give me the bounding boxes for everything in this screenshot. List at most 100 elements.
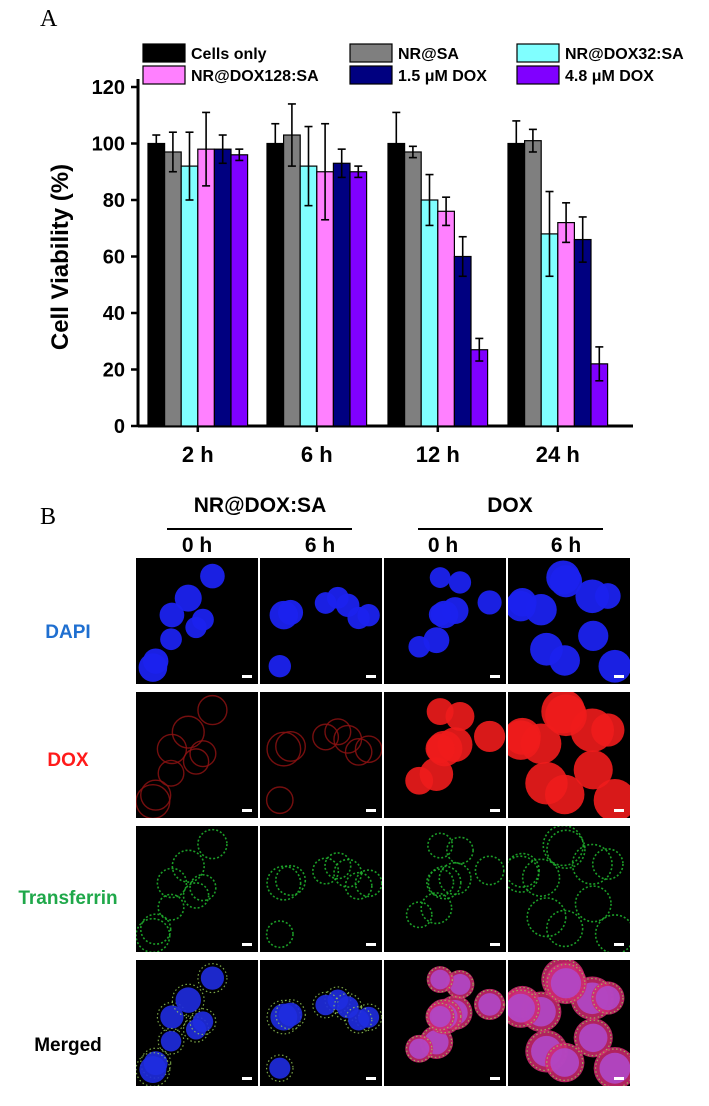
cell-mark: [157, 893, 185, 921]
x-tick-label: 6 h: [301, 442, 333, 467]
cell-mark: [427, 865, 462, 900]
x-tick-label: 2 h: [182, 442, 214, 467]
bar: [266, 142, 285, 427]
cell-mark: [438, 861, 472, 896]
cell-viability-bar-chart: 0 20 40 60 80 100 120 Cell Viability (%) 2 h 6 h 1…: [47, 43, 684, 467]
cell-mark: [594, 583, 621, 609]
cell-mark: [508, 989, 540, 1027]
cell-mark: [508, 852, 540, 888]
y-tick-label: 0: [114, 416, 125, 438]
cell-mark: [275, 730, 306, 762]
scale-bar: [614, 675, 624, 678]
cell-mark: [521, 858, 561, 897]
bar: [332, 162, 351, 427]
micrograph-image: [508, 826, 630, 952]
y-tick-label: 80: [103, 190, 125, 212]
bar: [349, 171, 368, 427]
cell-mark: [312, 723, 340, 751]
scale-bar: [490, 1077, 500, 1080]
cell-mark: [278, 1002, 303, 1027]
micrograph-transferrin: [260, 826, 382, 952]
micrograph-dapi: [508, 558, 630, 684]
micrograph-image: [136, 963, 228, 1086]
cell-mark: [265, 786, 294, 815]
cell-mark: [156, 1001, 188, 1033]
scale-bar: [366, 943, 376, 946]
cell-mark: [593, 779, 630, 818]
scale-bar: [490, 675, 500, 678]
cell-mark: [546, 829, 586, 870]
cell-mark: [574, 885, 612, 923]
cell-mark: [429, 567, 451, 588]
micrograph-dapi: [260, 558, 382, 684]
cell-mark: [550, 968, 582, 999]
cell-mark: [139, 913, 172, 945]
cell-mark: [522, 992, 561, 1031]
cell-mark: [544, 774, 585, 815]
cell-mark: [508, 855, 540, 893]
cell-mark: [160, 1005, 184, 1029]
micrograph-image: [268, 586, 380, 678]
group-underline-dox: [418, 528, 603, 530]
cell-mark: [427, 999, 462, 1034]
micrograph-merged: [384, 960, 506, 1086]
cell-mark: [324, 718, 352, 746]
micrograph-dox: [136, 692, 258, 818]
cell-mark: [409, 1038, 430, 1059]
cell-mark: [191, 608, 214, 631]
micrograph-dox: [260, 692, 382, 818]
bar: [523, 140, 542, 427]
cell-mark: [426, 698, 454, 726]
cell-mark: [478, 993, 501, 1016]
cell-mark: [420, 892, 453, 925]
y-axis-title: Cell Viability (%): [47, 164, 74, 350]
cell-mark: [269, 1057, 291, 1079]
y-tick-label: 120: [92, 77, 125, 99]
bar: [557, 222, 575, 427]
bar: [404, 151, 422, 427]
cell-mark: [140, 779, 172, 811]
cell-mark: [344, 738, 373, 766]
cell-mark: [347, 606, 370, 630]
cell-mark: [197, 694, 228, 726]
micrograph-image: [508, 960, 630, 1086]
cell-mark: [428, 603, 452, 626]
scale-bar: [242, 1077, 252, 1080]
cell-mark: [354, 869, 382, 898]
micrograph-image: [405, 966, 506, 1063]
timepoint-label: 0 h: [427, 534, 459, 557]
cell-mark: [408, 636, 430, 658]
cell-mark: [189, 1008, 217, 1036]
scale-bar: [614, 1077, 624, 1080]
cell-mark: [425, 733, 455, 764]
cell-mark: [182, 748, 210, 775]
cell-mark: [344, 1006, 373, 1034]
panel-a-letter: A: [40, 6, 58, 32]
cell-mark: [430, 969, 450, 990]
bar: [213, 148, 232, 427]
micrograph-image: [508, 560, 630, 683]
cell-mark: [477, 590, 502, 615]
cell-mark: [344, 871, 373, 900]
cell-mark: [156, 733, 188, 765]
legend-label: NR@DOX128:SA: [191, 68, 319, 85]
cell-mark: [591, 713, 625, 747]
cell-mark: [549, 645, 580, 676]
cell-mark: [324, 852, 352, 880]
row-label-merged: Merged: [34, 1035, 102, 1056]
cell-mark: [598, 649, 630, 683]
bar: [147, 142, 166, 427]
cell-mark: [508, 993, 536, 1023]
legend-swatch: [142, 65, 186, 85]
cell-mark: [197, 828, 228, 860]
cell-mark: [354, 735, 382, 764]
legend-swatch: [142, 43, 186, 63]
micrograph-dapi: [136, 558, 258, 684]
cell-mark: [277, 599, 304, 625]
micrograph-image: [405, 698, 506, 795]
bar: [197, 148, 216, 427]
cell-mark: [266, 731, 302, 767]
micrograph-transferrin: [508, 826, 630, 952]
cell-mark: [594, 914, 630, 952]
cell-mark: [348, 1009, 370, 1031]
